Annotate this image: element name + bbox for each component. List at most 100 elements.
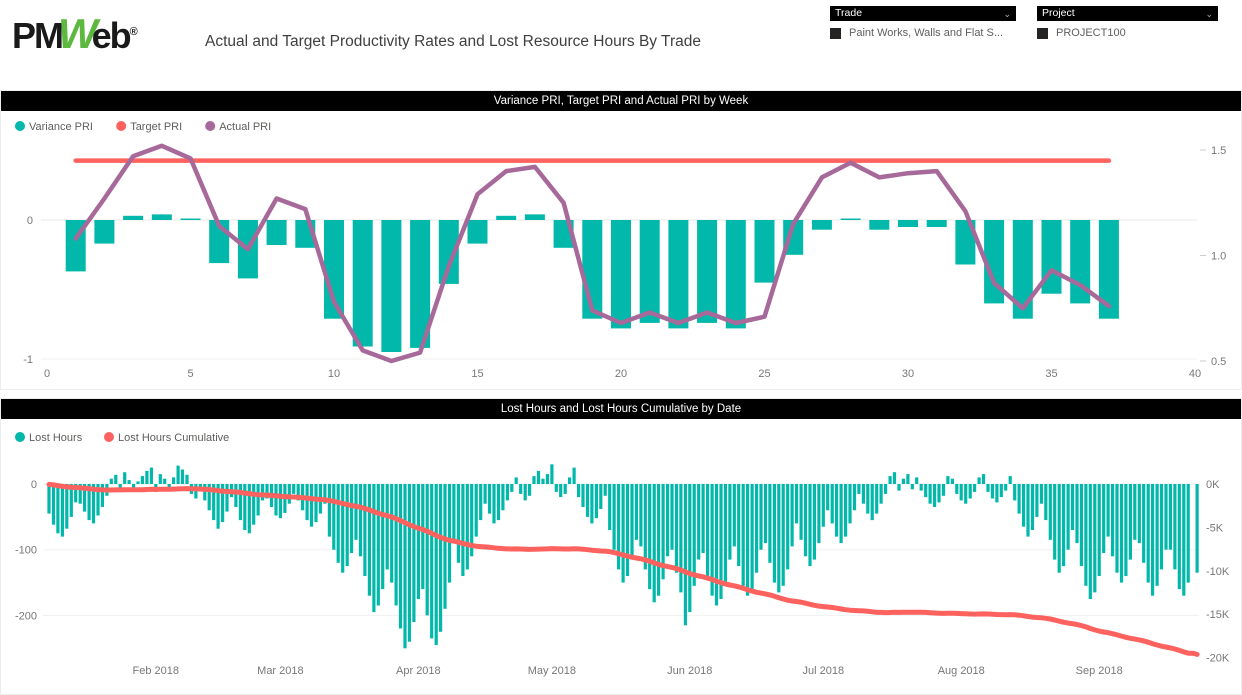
lost-hours-bar bbox=[848, 484, 852, 524]
lost-hours-bar bbox=[390, 484, 394, 583]
lost-hours-bar bbox=[763, 484, 768, 544]
lost-hours-bar bbox=[1159, 484, 1164, 570]
lost-hours-bar bbox=[879, 484, 883, 504]
variance-bar bbox=[410, 220, 431, 348]
lost-hours-bar bbox=[163, 478, 167, 484]
lost-hours-bar bbox=[541, 478, 545, 484]
svg-text:10: 10 bbox=[328, 368, 340, 380]
lost-hours-bar bbox=[1155, 484, 1159, 586]
svg-text:0.5: 0.5 bbox=[1211, 356, 1226, 368]
lost-hours-bar bbox=[212, 484, 216, 521]
trade-checkbox[interactable] bbox=[830, 27, 841, 39]
svg-text:0: 0 bbox=[44, 368, 50, 380]
svg-text:-15K: -15K bbox=[1206, 609, 1230, 621]
lost-hours-bar bbox=[617, 484, 621, 570]
lost-hours-bar bbox=[777, 484, 781, 593]
lost-hours-bar bbox=[572, 467, 576, 484]
lost-hours-bar bbox=[439, 484, 443, 632]
lost-hours-bar bbox=[176, 465, 180, 484]
lost-hours-bar bbox=[937, 484, 941, 503]
svg-text:Apr 2018: Apr 2018 bbox=[396, 665, 441, 677]
trade-slicer-header[interactable]: Trade ⌄ bbox=[830, 6, 1016, 21]
lost-hours-bar bbox=[265, 484, 269, 499]
lost-hours-bar bbox=[363, 484, 367, 576]
variance-bar bbox=[123, 215, 144, 220]
lost-hours-bar bbox=[870, 484, 874, 521]
lost-hours-bar bbox=[172, 477, 176, 484]
lost-hours-bar bbox=[941, 484, 946, 496]
svg-text:0: 0 bbox=[27, 215, 33, 227]
svg-text:Target PRI: Target PRI bbox=[130, 121, 182, 133]
lost-hours-bar bbox=[1133, 484, 1137, 540]
lost-hours-bar bbox=[56, 484, 60, 534]
project-slicer-header[interactable]: Project ⌄ bbox=[1037, 6, 1218, 21]
lost-hours-bar bbox=[786, 484, 790, 570]
lost-hours-bar bbox=[950, 478, 954, 484]
logo-w: W bbox=[58, 10, 98, 57]
lost-hours-bar bbox=[1022, 484, 1026, 527]
lost-hours-bar bbox=[1146, 484, 1150, 583]
lost-hours-bar bbox=[430, 484, 434, 639]
lost-hours-bar bbox=[955, 484, 959, 494]
lost-hours-bar bbox=[577, 484, 581, 498]
lost-hours-bar bbox=[795, 484, 799, 524]
lost-hours-bar bbox=[608, 484, 612, 530]
lost-hours-bar bbox=[247, 484, 251, 534]
lost-hours-bar bbox=[799, 484, 803, 540]
lost-hours-bar bbox=[706, 484, 710, 576]
project-checkbox[interactable] bbox=[1037, 27, 1048, 39]
lost-hours-bar bbox=[714, 484, 719, 606]
lost-hours-bar bbox=[398, 484, 403, 629]
svg-text:Jul 2018: Jul 2018 bbox=[803, 665, 845, 677]
lost-hours-bar bbox=[737, 484, 741, 567]
lost-hours-bar bbox=[309, 484, 314, 527]
lost-hours-bar bbox=[274, 484, 278, 516]
lost-hours-bar bbox=[621, 484, 625, 583]
lost-hours-bar bbox=[897, 484, 901, 491]
lost-hours-bar bbox=[1084, 484, 1088, 586]
lost-hours-bar bbox=[323, 484, 327, 504]
lost-hours-chart[interactable]: Lost Hours Lost Hours Cumulative 0 -100 -200… bbox=[1, 419, 1241, 694]
svg-text:Variance PRI: Variance PRI bbox=[29, 121, 93, 133]
lost-hours-bar bbox=[977, 477, 981, 484]
lost-hours-bar bbox=[261, 484, 265, 501]
variance-bar bbox=[381, 220, 402, 352]
lost-hours-bar bbox=[1173, 484, 1177, 570]
lost-hours-bar bbox=[1035, 484, 1039, 517]
pmweb-logo: PMWeb® bbox=[12, 10, 138, 58]
lost-hours-bar bbox=[1008, 476, 1012, 484]
svg-text:30: 30 bbox=[902, 368, 914, 380]
variance-bar bbox=[754, 220, 775, 283]
lost-hours-bar bbox=[697, 484, 701, 560]
lost-hours-bar bbox=[1066, 484, 1070, 550]
lost-hours-bar bbox=[465, 484, 469, 570]
lost-hours-bar bbox=[968, 484, 972, 499]
project-item-label[interactable]: PROJECT100 bbox=[1056, 27, 1126, 39]
svg-text:Sep 2018: Sep 2018 bbox=[1076, 665, 1123, 677]
chevron-down-icon[interactable]: ⌄ bbox=[1003, 8, 1011, 19]
lost-hours-bar bbox=[1057, 484, 1061, 573]
chevron-down-icon[interactable]: ⌄ bbox=[1205, 8, 1213, 19]
svg-text:1.5: 1.5 bbox=[1211, 145, 1226, 157]
lost-hours-bar bbox=[487, 484, 492, 514]
lost-hours-bar bbox=[443, 484, 447, 609]
lost-hours-bar bbox=[1106, 484, 1110, 537]
variance-pri-chart[interactable]: Variance PRI Target PRI Actual PRI 0 -1 1.5 1.… bbox=[1, 111, 1241, 389]
lost-hours-bar bbox=[83, 484, 87, 512]
variance-bar bbox=[926, 220, 947, 227]
lost-hours-bar bbox=[643, 484, 647, 570]
project-slicer-item[interactable]: PROJECT100 bbox=[1037, 27, 1218, 39]
trade-slicer-label: Trade bbox=[835, 7, 863, 19]
lost-hours-bar bbox=[910, 484, 914, 490]
lost-hours-bar bbox=[661, 484, 665, 580]
lost-hours-bar bbox=[603, 484, 607, 496]
trade-slicer-item[interactable]: Paint Works, Walls and Flat S... bbox=[830, 27, 1016, 39]
lost-hours-bar bbox=[919, 484, 923, 491]
lost-hours-bar bbox=[768, 484, 772, 563]
variance-bar bbox=[611, 220, 631, 329]
lost-hours-bar bbox=[1182, 484, 1186, 596]
trade-item-label[interactable]: Paint Works, Walls and Flat S... bbox=[849, 27, 1004, 39]
lost-hours-bar bbox=[207, 484, 211, 511]
lost-hours-bar bbox=[594, 484, 598, 519]
lost-hours-cumulative-line bbox=[46, 481, 1200, 657]
